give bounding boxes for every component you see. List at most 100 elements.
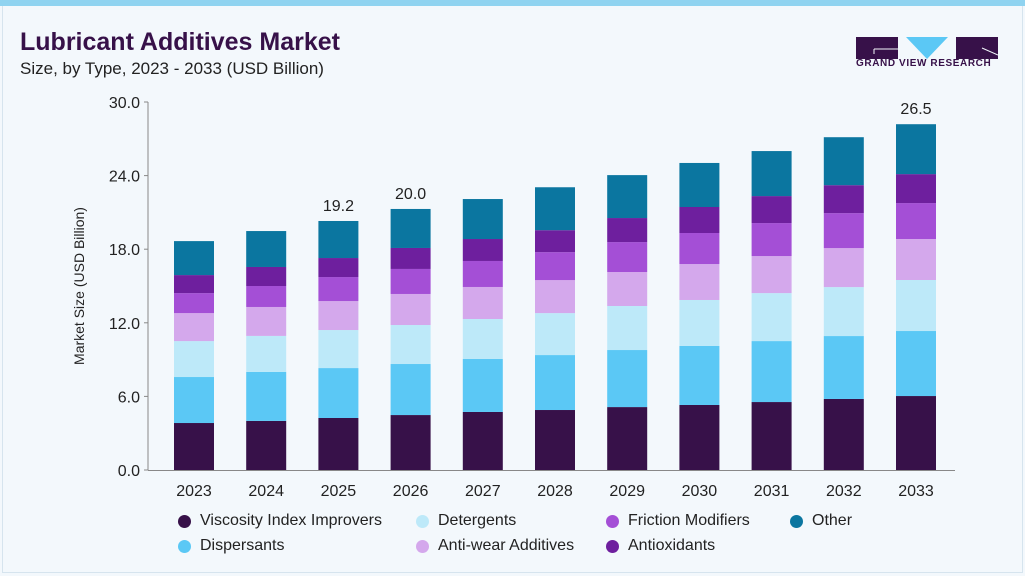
bar-segment-dispersants-2028 [535, 355, 575, 411]
legend-item: Friction Modifiers [606, 512, 750, 530]
bar-segment-detergents-2031 [751, 293, 792, 342]
data-label-2026: 20.0 [395, 186, 426, 203]
bar-segment-dispersants-2026 [390, 364, 431, 416]
bar-segment-dispersants-2023 [174, 377, 214, 424]
bar-segment-other-2024 [246, 231, 287, 267]
x-tick-label: 2024 [248, 483, 284, 500]
bar-segment-other-2030 [679, 162, 720, 208]
bar-segment-detergents-2029 [607, 305, 648, 351]
y-tick-label: 6.0 [118, 389, 140, 406]
x-tick-label: 2030 [682, 483, 718, 500]
legend-item: Detergents [416, 512, 516, 530]
bar-segment-anti-wear-additives-2026 [390, 293, 431, 326]
bar-segment-detergents-2027 [462, 318, 503, 359]
data-label-2025: 19.2 [323, 198, 354, 215]
bar-segment-viscosity-index-improvers-2028 [535, 410, 575, 470]
legend-label: Viscosity Index Improvers [200, 512, 382, 529]
bar-segment-detergents-2023 [174, 341, 214, 378]
legend-label: Other [812, 512, 853, 529]
legend-label: Detergents [438, 512, 517, 529]
bar-segment-viscosity-index-improvers-2026 [390, 415, 431, 470]
legend-swatch [606, 514, 619, 528]
bar-segment-viscosity-index-improvers-2024 [246, 420, 287, 470]
x-tick-label: 2031 [754, 483, 790, 500]
bar-segment-viscosity-index-improvers-2029 [607, 407, 648, 470]
y-tick-label: 18.0 [109, 242, 140, 259]
bar-segment-friction-modifiers-2032 [823, 213, 864, 249]
bar-segment-dispersants-2024 [246, 371, 287, 421]
bar-segment-antioxidants-2033 [896, 174, 936, 204]
bar-segment-other-2033 [896, 124, 936, 175]
chart-subtitle: Size, by Type, 2023 - 2033 (USD Billion) [20, 59, 324, 78]
bar-segment-viscosity-index-improvers-2032 [823, 398, 864, 470]
bar-segment-detergents-2033 [896, 279, 936, 332]
legend-label: Dispersants [200, 537, 285, 554]
legend-swatch [790, 514, 803, 528]
bar-segment-anti-wear-additives-2033 [896, 239, 936, 280]
bar-segment-dispersants-2030 [679, 345, 720, 405]
legend-swatch [178, 539, 191, 553]
x-tick-label: 2032 [826, 483, 862, 500]
bar-segment-dispersants-2032 [823, 336, 864, 399]
bar-segment-antioxidants-2032 [823, 185, 864, 214]
legend-swatch [606, 539, 619, 553]
bar-segment-anti-wear-additives-2024 [246, 306, 287, 336]
y-tick-label: 0.0 [118, 463, 140, 480]
bar-segment-other-2025 [318, 220, 359, 259]
bar-segment-viscosity-index-improvers-2027 [462, 411, 503, 470]
bar-segment-friction-modifiers-2030 [679, 233, 720, 265]
bar-segment-antioxidants-2027 [462, 239, 503, 261]
bar-segment-dispersants-2031 [751, 341, 792, 403]
bar-segment-detergents-2026 [390, 325, 431, 365]
bar-segment-friction-modifiers-2029 [607, 242, 648, 273]
legend-label: Anti-wear Additives [438, 537, 575, 554]
legend-swatch [178, 514, 191, 528]
x-tick-label: 2023 [176, 483, 212, 500]
bar-segment-anti-wear-additives-2030 [679, 264, 720, 300]
x-tick-label: 2026 [393, 483, 429, 500]
bar-segment-viscosity-index-improvers-2031 [751, 402, 792, 470]
bar-segment-antioxidants-2023 [174, 275, 214, 294]
chart-title: Lubricant Additives Market [20, 28, 340, 56]
bar-segment-antioxidants-2024 [246, 266, 287, 286]
bar-segment-friction-modifiers-2025 [318, 277, 359, 302]
bar-segment-anti-wear-additives-2029 [607, 272, 648, 306]
y-tick-label: 30.0 [109, 95, 140, 112]
bar-segment-dispersants-2025 [318, 368, 359, 418]
bar-segment-viscosity-index-improvers-2023 [174, 423, 214, 470]
bar-segment-anti-wear-additives-2031 [751, 256, 792, 294]
bar-segment-detergents-2024 [246, 335, 287, 372]
bar-segment-anti-wear-additives-2023 [174, 313, 214, 342]
x-tick-label: 2033 [898, 483, 934, 500]
bar-segment-antioxidants-2026 [390, 247, 431, 269]
bar-segment-anti-wear-additives-2028 [535, 280, 575, 314]
bar-segment-viscosity-index-improvers-2033 [896, 396, 936, 470]
bar-segment-other-2028 [535, 187, 575, 231]
bar-segment-detergents-2032 [823, 287, 864, 337]
legend-label: Friction Modifiers [628, 512, 750, 529]
bar-segment-friction-modifiers-2033 [896, 203, 936, 240]
top-accent-bar [0, 0, 1025, 6]
legend-item: Antioxidants [606, 537, 715, 555]
data-label-2033: 26.5 [900, 101, 931, 118]
bar-segment-other-2023 [174, 241, 214, 276]
bar-segment-friction-modifiers-2023 [174, 293, 214, 314]
bar-segment-anti-wear-additives-2027 [462, 286, 503, 319]
legend-item: Dispersants [178, 537, 284, 555]
bar-segment-friction-modifiers-2027 [462, 260, 503, 287]
legend-swatch [416, 514, 429, 528]
bar-segment-viscosity-index-improvers-2030 [679, 404, 720, 470]
bar-segment-antioxidants-2025 [318, 258, 359, 278]
bar-segment-other-2026 [390, 208, 431, 248]
legend-item: Viscosity Index Improvers [178, 512, 382, 530]
bar-segment-friction-modifiers-2031 [751, 223, 792, 257]
bar-segment-friction-modifiers-2026 [390, 268, 431, 294]
legend-item: Anti-wear Additives [416, 537, 574, 555]
y-tick-label: 12.0 [109, 316, 140, 333]
bar-segment-other-2032 [823, 137, 864, 186]
bar-segment-detergents-2028 [535, 313, 575, 356]
gvr-logo [856, 37, 998, 59]
bar-segment-dispersants-2033 [896, 331, 936, 397]
bar-segment-antioxidants-2031 [751, 196, 792, 224]
bar-segment-antioxidants-2030 [679, 207, 720, 234]
